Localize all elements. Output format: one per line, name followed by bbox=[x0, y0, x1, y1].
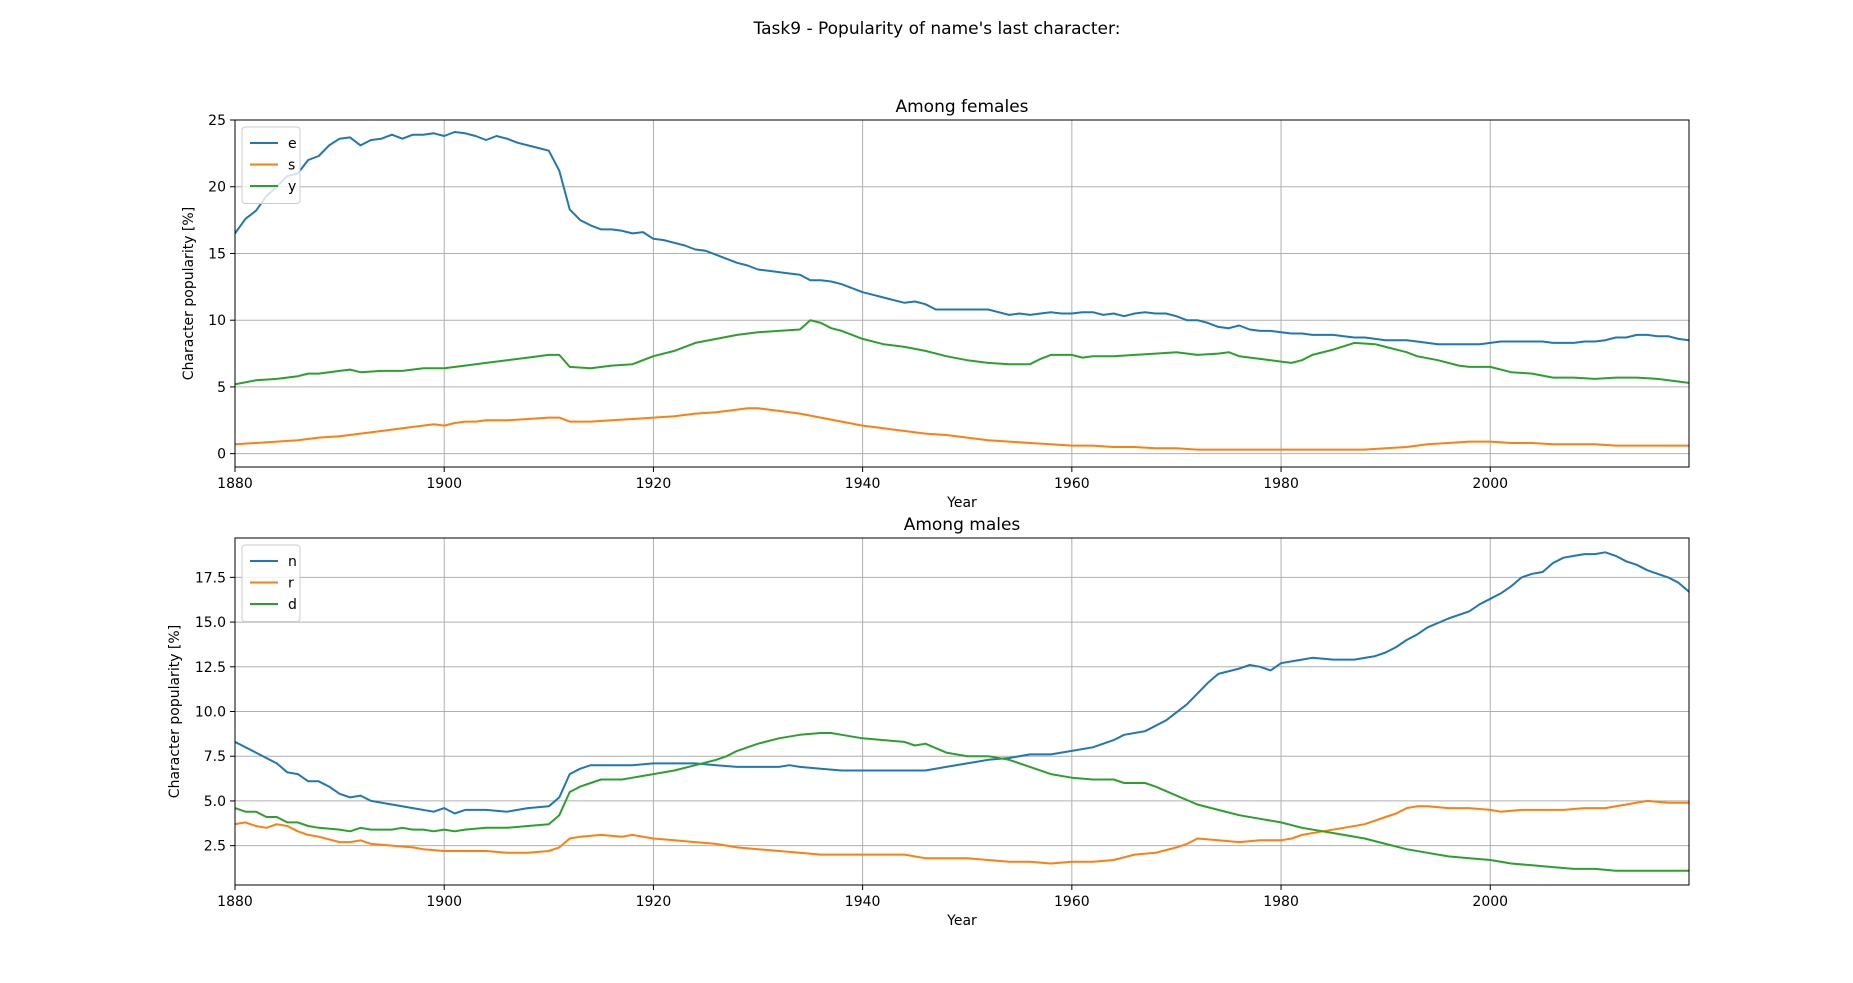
axes-2: 1880 1900 1920 1940 1960 1980 2000 2.5 5.0 7.5 10.… bbox=[167, 515, 1690, 929]
y-tick-label: 25 bbox=[208, 113, 226, 129]
legend: esy bbox=[241, 126, 301, 204]
x-axis-label: Year bbox=[946, 495, 977, 511]
legend-label-d: d bbox=[288, 597, 297, 613]
plot-frame bbox=[234, 119, 1690, 468]
series-line-s bbox=[235, 407, 1689, 451]
y-tick-label: 15 bbox=[208, 246, 226, 262]
legend-label-e: e bbox=[288, 136, 297, 152]
y-tick-label: 10.0 bbox=[195, 705, 226, 721]
y-tick-label: 0 bbox=[217, 447, 226, 463]
y-axis-label: Character popularity [%] bbox=[181, 207, 197, 380]
x-axis-label: Year bbox=[946, 913, 977, 929]
axes-1: 1880 1900 1920 1940 1960 1980 2000 0 5 10 15 20 25 Am… bbox=[181, 97, 1690, 511]
x-tick-label: 1880 bbox=[217, 476, 253, 492]
axes-title: Among males bbox=[904, 515, 1021, 535]
x-tick-label: 1960 bbox=[1054, 894, 1090, 910]
legend-label-n: n bbox=[288, 554, 297, 570]
x-tick-label: 1980 bbox=[1263, 476, 1299, 492]
series-line-y bbox=[235, 319, 1689, 386]
y-tick-label: 7.5 bbox=[204, 749, 226, 765]
legend-label-s: s bbox=[288, 158, 295, 174]
x-tick-label: 2000 bbox=[1472, 894, 1508, 910]
y-tick-label: 5.0 bbox=[204, 794, 226, 810]
x-tick-label: 1940 bbox=[845, 476, 881, 492]
x-tick-label: 1920 bbox=[636, 894, 672, 910]
x-tick-label: 1960 bbox=[1054, 476, 1090, 492]
x-tick-label: 1940 bbox=[845, 894, 881, 910]
figure-title: Task9 - Popularity of name's last charac… bbox=[753, 19, 1121, 39]
y-tick-label: 15.0 bbox=[195, 615, 226, 631]
legend-label-y: y bbox=[288, 179, 296, 195]
x-tick-label: 2000 bbox=[1472, 476, 1508, 492]
y-tick-label: 17.5 bbox=[195, 570, 226, 586]
legend: nrd bbox=[241, 544, 301, 622]
y-tick-label: 20 bbox=[208, 180, 226, 196]
series-group bbox=[235, 551, 1689, 872]
x-tick-label: 1900 bbox=[426, 476, 462, 492]
y-tick-label: 5 bbox=[217, 380, 226, 396]
series-group bbox=[235, 131, 1689, 451]
y-tick-label: 2.5 bbox=[204, 839, 226, 855]
legend-label-r: r bbox=[288, 576, 294, 592]
series-line-r bbox=[235, 799, 1689, 865]
axes-title: Among females bbox=[895, 97, 1028, 117]
x-tick-label: 1900 bbox=[426, 894, 462, 910]
series-line-n bbox=[235, 551, 1689, 815]
series-line-e bbox=[235, 131, 1689, 346]
x-tick-label: 1980 bbox=[1263, 894, 1299, 910]
y-axis-label: Character popularity [%] bbox=[167, 625, 183, 798]
x-tick-label: 1880 bbox=[217, 894, 253, 910]
x-tick-label: 1920 bbox=[636, 476, 672, 492]
axes-layer: 1880 1900 1920 1940 1960 1980 2000 0 5 10 15 20 25 Am… bbox=[167, 97, 1690, 929]
y-tick-label: 10 bbox=[208, 313, 226, 329]
y-tick-label: 12.5 bbox=[195, 660, 226, 676]
series-line-d bbox=[235, 732, 1689, 872]
